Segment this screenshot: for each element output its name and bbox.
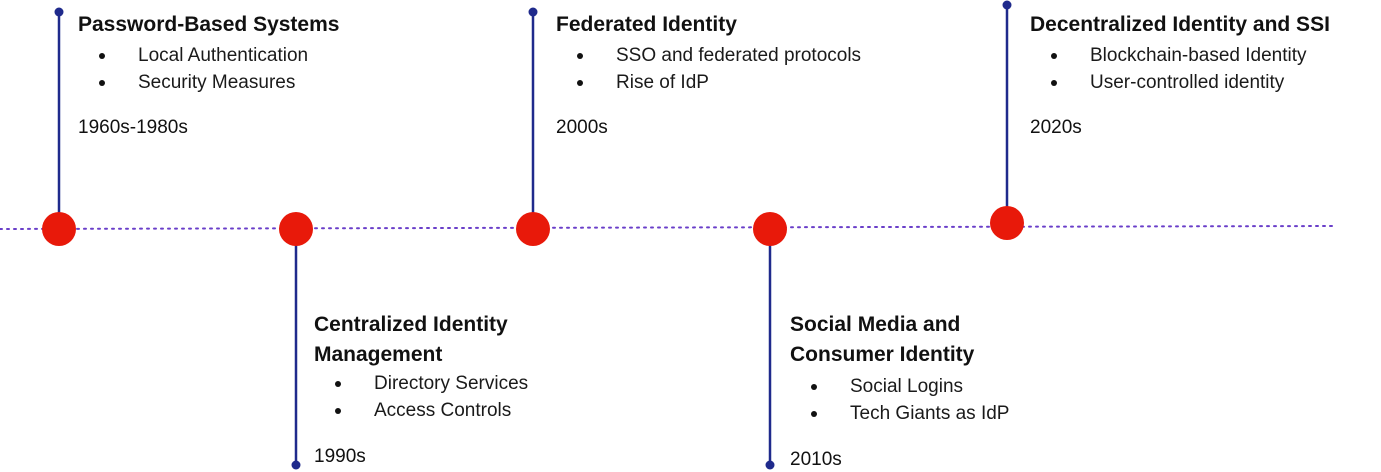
event-1: Password-Based Systems Local Authenticat… [78, 10, 339, 140]
event-3-bullet-item: SSO and federated protocols [556, 42, 861, 69]
event-4-stem-endpoint [765, 460, 775, 470]
event-5: Decentralized Identity and SSI Blockchai… [1030, 10, 1330, 140]
event-2-bullet-item: Directory Services [314, 370, 528, 397]
event-3-title: Federated Identity [556, 10, 861, 40]
event-5-stem-endpoint [1002, 0, 1012, 10]
event-1-era: 1960s-1980s [78, 117, 188, 138]
event-2-marker [279, 212, 313, 246]
event-2-bullet-item: Access Controls [314, 397, 528, 424]
event-5-era: 2020s [1030, 117, 1082, 138]
event-1-title: Password-Based Systems [78, 10, 339, 40]
event-2: Centralized Identity Management Director… [314, 310, 528, 469]
event-2-era: 1990s [314, 446, 366, 467]
event-5-bullet-item: Blockchain-based Identity [1030, 42, 1330, 69]
event-3-bullet-item: Rise of IdP [556, 69, 861, 96]
event-5-title: Decentralized Identity and SSI [1030, 10, 1330, 40]
event-4-title: Social Media and Consumer Identity [790, 310, 1009, 370]
event-4: Social Media and Consumer Identity Socia… [790, 310, 1009, 472]
event-4-era: 2010s [790, 449, 842, 470]
event-4-bullet-item: Social Logins [790, 373, 1009, 400]
event-5-marker [990, 206, 1024, 240]
event-2-title-line: Management [314, 343, 443, 366]
event-3-title-line: Federated Identity [556, 13, 737, 36]
event-5-title-line: Decentralized Identity and SSI [1030, 13, 1330, 36]
event-5-bullet-item: User-controlled identity [1030, 69, 1330, 96]
event-2-title-line: Centralized Identity [314, 313, 508, 336]
event-1-bullet-item: Security Measures [78, 69, 339, 96]
event-3-marker [516, 212, 550, 246]
event-1-title-line: Password-Based Systems [78, 13, 340, 36]
event-3-stem-endpoint [528, 7, 538, 17]
event-3-bullet-list: SSO and federated protocols Rise of IdP [556, 42, 861, 96]
event-4-bullet-item: Tech Giants as IdP [790, 400, 1009, 427]
event-4-bullet-list: Social Logins Tech Giants as IdP [790, 373, 1009, 427]
event-2-stem-endpoint [291, 460, 301, 470]
event-1-marker [42, 212, 76, 246]
event-4-title-line: Social Media and [790, 313, 961, 336]
event-2-bullet-list: Directory Services Access Controls [314, 370, 528, 424]
event-1-stem-endpoint [54, 7, 64, 17]
event-4-marker [753, 212, 787, 246]
event-2-title: Centralized Identity Management [314, 310, 528, 370]
event-4-title-line: Consumer Identity [790, 343, 975, 366]
event-3-era: 2000s [556, 117, 608, 138]
event-1-bullet-item: Local Authentication [78, 42, 339, 69]
event-5-bullet-list: Blockchain-based Identity User-controlle… [1030, 42, 1330, 96]
event-3: Federated Identity SSO and federated pro… [556, 10, 861, 140]
event-1-bullet-list: Local Authentication Security Measures [78, 42, 339, 96]
timeline-axis [0, 225, 1333, 230]
